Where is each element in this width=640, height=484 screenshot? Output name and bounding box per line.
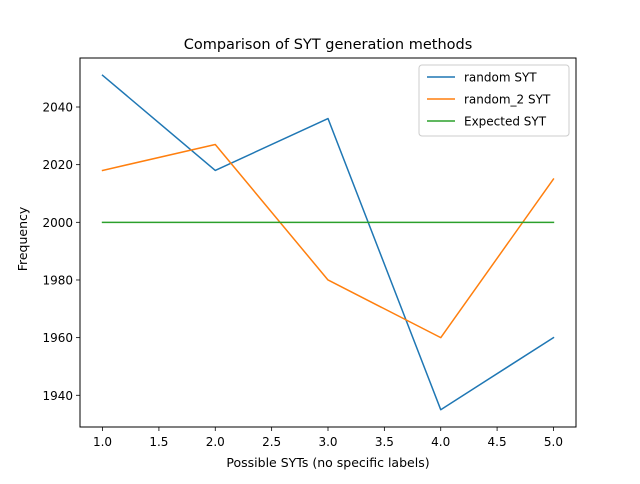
x-tick-label: 2.0 — [206, 435, 225, 449]
x-tick-label: 3.5 — [375, 435, 394, 449]
x-tick-label: 4.5 — [488, 435, 507, 449]
x-tick-label: 2.5 — [262, 435, 281, 449]
x-tick-label: 4.0 — [431, 435, 450, 449]
x-tick-label: 1.0 — [93, 435, 112, 449]
y-tick-label: 2040 — [42, 101, 73, 115]
series-line-2 — [101, 143, 555, 339]
x-tick-label: 5.0 — [544, 435, 563, 449]
y-tick-label: 2020 — [42, 158, 73, 172]
series-layer — [101, 74, 555, 411]
legend-label-1: random SYT — [464, 71, 537, 85]
y-tick-label: 1940 — [42, 389, 73, 403]
y-tick-label: 2000 — [42, 216, 73, 230]
legend-label-2: random_2 SYT — [464, 93, 551, 107]
y-axis-label: Frequency — [15, 206, 30, 271]
chart-title: Comparison of SYT generation methods — [184, 37, 473, 53]
legend-label-3: Expected SYT — [464, 115, 547, 129]
x-tick-label: 3.0 — [318, 435, 337, 449]
y-tick-label: 1980 — [42, 273, 73, 287]
plot-frame — [79, 57, 577, 428]
legend: random SYT random_2 SYT Expected SYT — [418, 64, 570, 137]
series-line-1 — [101, 74, 555, 411]
x-axis-label: Possible SYTs (no specific labels) — [226, 455, 429, 470]
x-tick-label: 1.5 — [149, 435, 168, 449]
legend-box — [418, 64, 570, 137]
y-tick-label: 1960 — [42, 331, 73, 345]
tick-layer: 1.0 1.5 2.0 2.5 3.0 3.5 4.0 4.5 5.0 1940 1960 1980 2… — [42, 101, 563, 449]
